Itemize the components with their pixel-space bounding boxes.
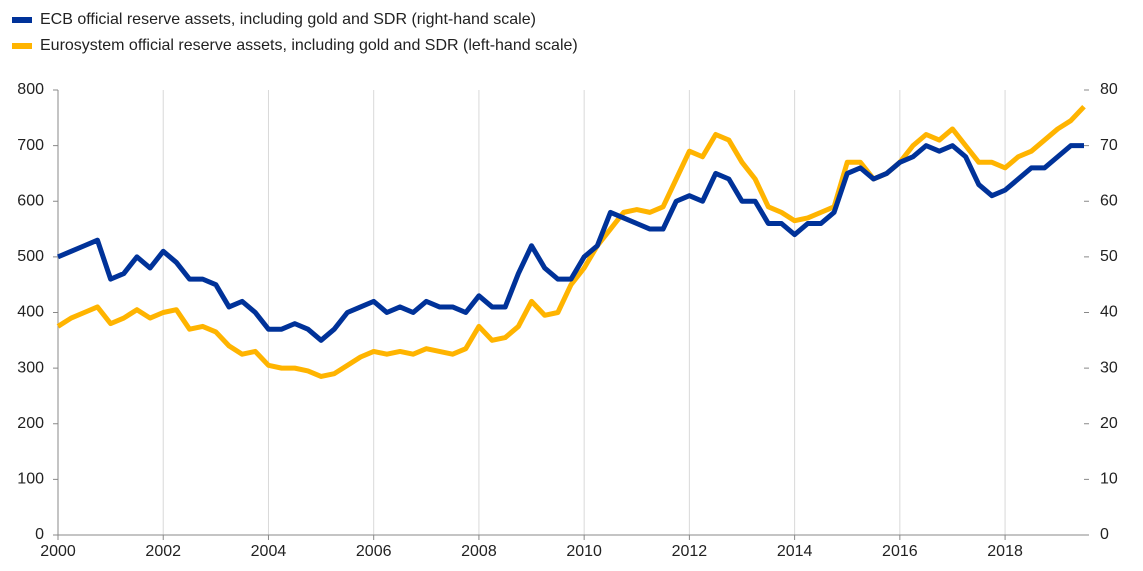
- y2-tick-label: 70: [1100, 137, 1118, 154]
- y2-tick-label: 10: [1100, 471, 1118, 488]
- series-line: [56, 104, 1086, 379]
- y2-tick-label: 60: [1100, 192, 1118, 209]
- y-tick-label: 0: [35, 526, 44, 543]
- y2-tick-label: 50: [1100, 248, 1118, 265]
- y2-tick-label: 20: [1100, 415, 1118, 432]
- legend-swatch: [12, 43, 32, 49]
- y2-tick-label: 0: [1100, 526, 1109, 543]
- y-tick-label: 200: [17, 415, 44, 432]
- y-tick-label: 600: [17, 192, 44, 209]
- y2-tick-label: 30: [1100, 359, 1118, 376]
- series-line: [57, 143, 1084, 343]
- y2-tick-label: 80: [1100, 81, 1118, 98]
- x-tick-label: 2000: [40, 543, 76, 560]
- y-tick-label: 400: [17, 304, 44, 321]
- x-tick-label: 2008: [461, 543, 497, 560]
- x-tick-label: 2014: [777, 543, 813, 560]
- x-tick-label: 2006: [356, 543, 392, 560]
- y-tick-label: 100: [17, 471, 44, 488]
- y-tick-label: 300: [17, 359, 44, 376]
- x-tick-label: 2010: [566, 543, 602, 560]
- x-tick-label: 2016: [882, 543, 918, 560]
- y-tick-label: 700: [17, 137, 44, 154]
- x-tick-label: 2012: [672, 543, 708, 560]
- x-tick-label: 2018: [987, 543, 1023, 560]
- legend-swatch: [12, 17, 32, 23]
- x-tick-label: 2002: [145, 543, 181, 560]
- x-tick-label: 2004: [251, 543, 287, 560]
- legend-label: ECB official reserve assets, including g…: [40, 11, 536, 28]
- y-tick-label: 800: [17, 81, 44, 98]
- legend-label: Eurosystem official reserve assets, incl…: [40, 37, 578, 54]
- y-tick-label: 500: [17, 248, 44, 265]
- y2-tick-label: 40: [1100, 304, 1118, 321]
